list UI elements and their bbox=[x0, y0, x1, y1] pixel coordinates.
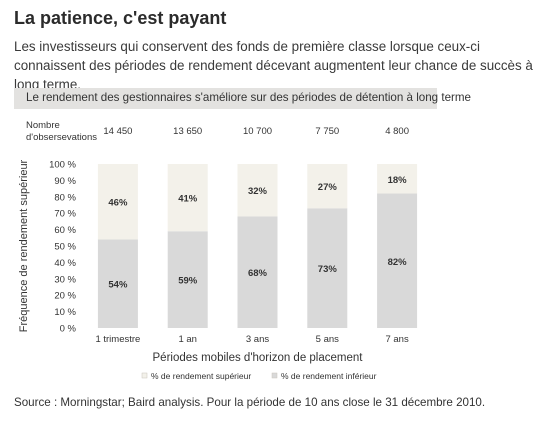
bar-value-label: 73% bbox=[318, 264, 338, 275]
page-title: La patience, c'est payant bbox=[14, 8, 227, 28]
chart-banner: Le rendement des gestionnaires s'amélior… bbox=[14, 88, 471, 109]
y-tick-label: 40 % bbox=[54, 258, 76, 269]
bar-segment bbox=[377, 193, 418, 328]
y-tick-label: 100 % bbox=[49, 160, 76, 171]
x-axis-label: Périodes mobiles d'horizon de placement bbox=[153, 352, 364, 364]
bar-value-label: 46% bbox=[108, 198, 128, 209]
bar-value-label: 59% bbox=[178, 276, 198, 287]
bar-segment bbox=[307, 208, 348, 328]
bar-value-label: 82% bbox=[388, 257, 408, 268]
bar-value-label: 32% bbox=[248, 186, 268, 197]
y-tick-label: 50 % bbox=[54, 242, 76, 253]
observation-count: 10 700 bbox=[243, 126, 272, 137]
bar-value-label: 68% bbox=[248, 268, 268, 279]
bar-segment bbox=[237, 164, 278, 217]
observation-count: 14 450 bbox=[103, 126, 132, 137]
y-tick-label: 20 % bbox=[54, 291, 76, 302]
x-tick-label: 5 ans bbox=[316, 334, 339, 345]
x-tick-label: 7 ans bbox=[385, 334, 408, 345]
bar-segment bbox=[377, 164, 418, 194]
legend-label: % de rendement inférieur bbox=[281, 371, 377, 381]
y-tick-label: 70 % bbox=[54, 209, 76, 220]
legend-swatch bbox=[271, 372, 278, 379]
legend-label: % de rendement supérieur bbox=[151, 371, 251, 381]
observation-count: 4 800 bbox=[385, 126, 409, 137]
bar-value-label: 18% bbox=[388, 175, 408, 186]
bar-value-label: 54% bbox=[108, 280, 128, 291]
legend-swatch bbox=[141, 372, 148, 379]
bar-segment bbox=[97, 239, 138, 328]
observations-label: Nombre d'obsersevations bbox=[26, 120, 97, 144]
bar-segment bbox=[237, 216, 278, 328]
x-tick-label: 1 an bbox=[178, 334, 197, 345]
y-tick-label: 60 % bbox=[54, 225, 76, 236]
observation-count: 7 750 bbox=[315, 126, 339, 137]
bar-segment bbox=[167, 164, 208, 232]
bar-segment bbox=[97, 164, 138, 240]
page-subtitle: Les investisseurs qui conservent des fon… bbox=[14, 39, 533, 92]
source-note: Source : Morningstar; Baird analysis. Po… bbox=[14, 396, 486, 409]
bar-segment bbox=[167, 231, 208, 328]
chart-banner-text: Le rendement des gestionnaires s'amélior… bbox=[26, 91, 471, 104]
bar-value-label: 41% bbox=[178, 194, 198, 205]
y-tick-label: 90 % bbox=[54, 176, 76, 187]
y-tick-label: 30 % bbox=[54, 274, 76, 285]
bar-segment bbox=[307, 164, 348, 209]
observations-label-line1: Nombre bbox=[26, 120, 60, 131]
y-axis-label: Fréquence de rendement supérieur bbox=[18, 159, 30, 332]
observation-count: 13 650 bbox=[173, 126, 202, 137]
y-tick-label: 80 % bbox=[54, 192, 76, 203]
y-tick-label: 10 % bbox=[54, 307, 76, 318]
x-tick-label: 1 trimestre bbox=[95, 334, 140, 345]
x-tick-label: 3 ans bbox=[246, 334, 269, 345]
observations-label-line2: d'obsersevations bbox=[26, 132, 97, 143]
bar-value-label: 27% bbox=[318, 182, 338, 193]
y-tick-label: 0 % bbox=[60, 324, 77, 335]
